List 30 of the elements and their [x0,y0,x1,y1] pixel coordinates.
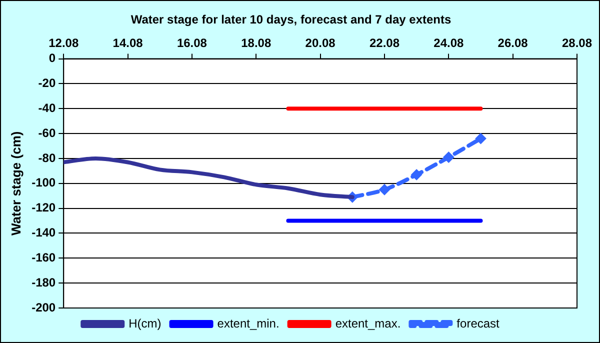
x-tick-label: 28.08 [562,36,592,50]
point [411,169,422,180]
y-tick-label: -200 [32,300,56,314]
x-tick-label: 22.08 [369,36,400,50]
point [475,133,486,144]
y-axis-title: Water stage (cm) [8,131,24,236]
x-tick-label: 14.08 [112,36,144,50]
x-tick-label: 16.08 [176,36,208,50]
x-tick-label: 24.08 [434,36,464,50]
y-tick-label: -80 [38,150,56,165]
x-tick-label: 18.08 [241,36,272,50]
y-tick-label: -120 [32,200,56,215]
y-tick-label: -40 [38,100,56,115]
x-tick-label: 20.08 [305,36,336,50]
x-tick-label: 26.08 [498,36,528,50]
legend-label: extent_max. [335,316,401,330]
y-tick-label: -140 [32,226,56,240]
y-tick-label: -60 [38,126,56,140]
y-tick-label: -100 [32,176,56,190]
y-tick-label: -160 [32,250,56,264]
legend-label: extent_min. [217,316,280,330]
y-tick-label: -20 [38,76,56,90]
point [378,184,390,196]
point [443,152,454,163]
chart-title: Water stage for later 10 days, forecast and 7 day extents [130,12,452,27]
legend-label: H(cm) [128,316,162,330]
legend-label: forecast [456,316,500,330]
y-tick-label: 0 [48,51,56,66]
x-tick-label: 12.08 [48,36,79,50]
y-tick-label: -180 [32,275,56,290]
